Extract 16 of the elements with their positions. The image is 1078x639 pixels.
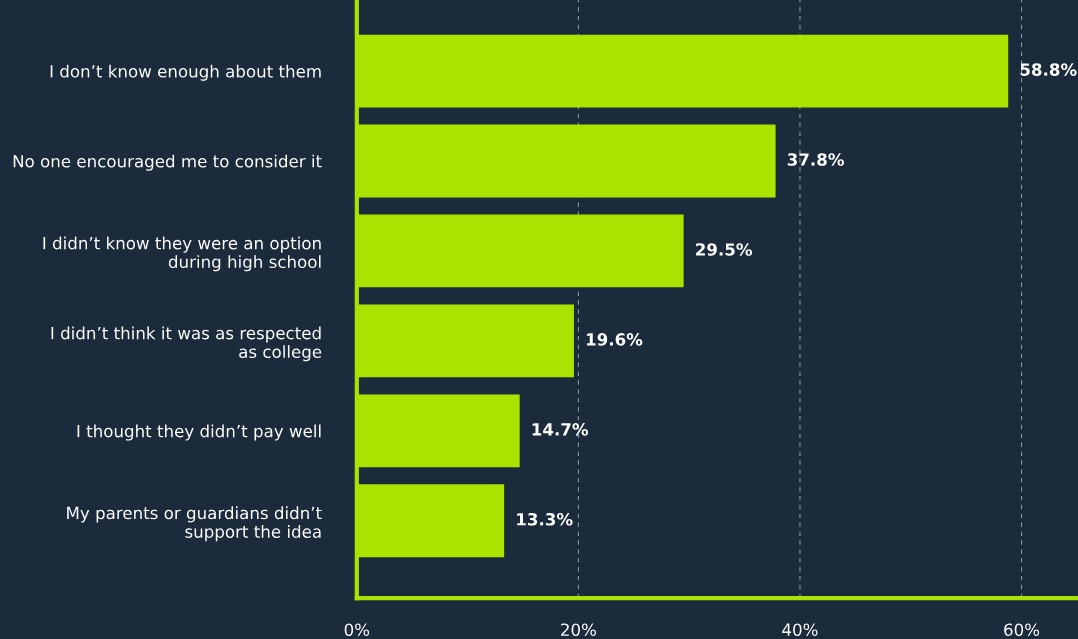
y-tick-label: I don’t know enough about them bbox=[50, 64, 321, 81]
y-tick-label: I thought they didn’t pay well bbox=[77, 424, 321, 441]
data-label: 29.5% bbox=[696, 243, 753, 256]
y-tick-label: No one encouraged me to consider it bbox=[13, 154, 322, 171]
x-tick-label: 40% bbox=[782, 623, 818, 637]
y-tick-label: I didn’t think it was as respected as college bbox=[51, 326, 322, 362]
data-label: 37.8% bbox=[787, 153, 844, 166]
x-tick-label: 0% bbox=[344, 623, 370, 637]
y-tick-label: My parents or guardians didn’t support the idea bbox=[67, 506, 322, 542]
data-label: 58.8% bbox=[1020, 63, 1077, 76]
x-tick-label: 60% bbox=[1004, 623, 1040, 637]
data-label: 19.6% bbox=[586, 333, 643, 346]
y-tick-label: I didn’t know they were an option during high school bbox=[43, 236, 321, 272]
x-tick-label: 20% bbox=[561, 623, 596, 637]
data-label: 14.7% bbox=[532, 423, 589, 436]
data-label: 13.3% bbox=[517, 512, 573, 526]
